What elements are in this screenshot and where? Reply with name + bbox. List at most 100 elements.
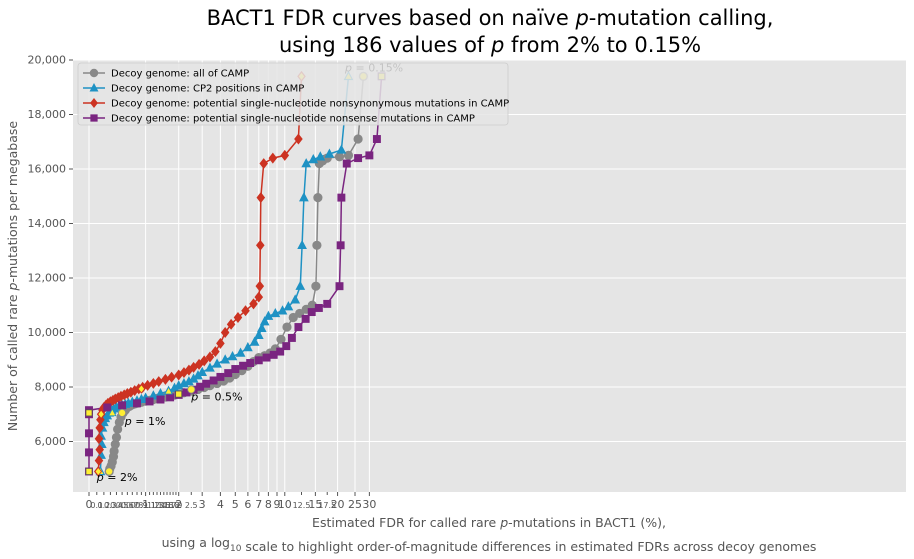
x-minor-tick-label: 1.2 xyxy=(147,501,160,510)
highlight-point xyxy=(105,467,114,476)
series-3-point xyxy=(323,299,332,308)
series-3-point xyxy=(254,356,263,365)
x-minor-tick-label: 1.7 xyxy=(164,501,177,510)
series-1-point xyxy=(263,310,274,320)
series-2-point xyxy=(220,327,230,338)
series-1-point xyxy=(297,239,307,250)
series-2-point xyxy=(95,422,104,434)
series-2-point xyxy=(95,444,104,456)
series-1-point xyxy=(220,354,231,364)
x-minor-tick-label: 1.8 xyxy=(167,501,180,510)
series-0-point xyxy=(276,334,286,344)
highlight-point xyxy=(137,384,146,394)
series-3-point xyxy=(301,314,310,323)
annotation-label: p = 0.5% xyxy=(190,391,242,404)
highlight-point xyxy=(108,408,117,417)
x-minor-tick-label: 0.8 xyxy=(131,501,144,510)
x-tick-label: 0 xyxy=(86,498,93,511)
series-1-point xyxy=(299,192,309,202)
chart-title-line1: BACT1 FDR curves based on naïve p-mutati… xyxy=(207,6,774,30)
series-3-point xyxy=(216,372,225,381)
series-1-point xyxy=(227,351,238,361)
series-1-point xyxy=(301,158,312,168)
legend-label-1: Decoy genome: CP2 positions in CAMP xyxy=(111,84,304,95)
series-2-point xyxy=(167,371,176,383)
y-tick-label: 16,000 xyxy=(28,163,67,176)
series-2-point xyxy=(216,337,225,349)
series-0-point xyxy=(353,134,363,144)
y-tick-label: 6,000 xyxy=(35,435,67,448)
series-3-point xyxy=(133,399,141,408)
series-1-point xyxy=(253,329,264,339)
series-3-point xyxy=(337,193,346,202)
x-tick-label: 25 xyxy=(348,498,362,511)
legend: Decoy genome: all of CAMP Decoy genome: C… xyxy=(77,62,509,126)
highlight-point xyxy=(187,385,196,394)
series-1-point xyxy=(290,294,301,304)
series-1-point xyxy=(249,336,260,346)
series-2-point xyxy=(259,158,269,170)
x-minor-tick-label: 0.5 xyxy=(116,501,129,510)
x-tick-label: 20 xyxy=(331,498,345,511)
series-2-point xyxy=(199,355,209,367)
grid-lines xyxy=(73,59,906,492)
series-1-point xyxy=(243,342,253,352)
series-3-point xyxy=(294,323,303,332)
series-0-point xyxy=(288,312,298,323)
y-tick-label: 12,000 xyxy=(28,272,67,285)
x-minor-tick-label: 0.1 xyxy=(90,501,103,510)
series-2-point xyxy=(256,239,265,251)
highlight-point xyxy=(85,409,93,417)
series-3-point xyxy=(335,282,344,291)
y-tick-label: 8,000 xyxy=(35,381,67,394)
series-2-point xyxy=(241,305,250,317)
x-minor-tick-label: 1.6 xyxy=(161,501,174,510)
legend-marker-1 xyxy=(89,82,99,92)
x-tick-label: 8 xyxy=(265,498,272,511)
series-1-point xyxy=(212,358,222,368)
legend-marker-2 xyxy=(90,97,98,109)
x-axis-ticks: 0 1 2 3 4 5 6 7 8 910 15 20 25 30 0.10.20.30.40.50.60.… xyxy=(86,492,376,511)
series-2-point xyxy=(94,433,104,445)
highlight-point xyxy=(118,408,127,417)
highlight-point xyxy=(94,466,103,477)
series-3-point xyxy=(282,342,291,351)
series-3-point xyxy=(224,369,233,378)
series-1-point xyxy=(259,316,270,326)
series-3-point xyxy=(365,151,374,160)
series-1-point xyxy=(308,153,319,164)
series-3-point xyxy=(85,429,93,438)
series-2-point xyxy=(268,152,278,164)
x-minor-tick-label: 1.3 xyxy=(151,501,164,510)
x-tick-label: 5 xyxy=(232,498,239,511)
series-3-point xyxy=(372,135,381,143)
highlight-point xyxy=(175,390,183,398)
x-minor-tick-label: 0.3 xyxy=(104,501,117,510)
series-0-point xyxy=(111,432,122,443)
series-2-point xyxy=(294,133,303,145)
x-tick-label: 2 xyxy=(175,498,182,511)
x-tick-label: 9 xyxy=(274,498,281,511)
series-3-point xyxy=(156,395,165,404)
y-tick-label: 10,000 xyxy=(28,326,67,339)
x-minor-tick-label: 0.2 xyxy=(98,501,111,510)
highlight-point xyxy=(97,409,105,420)
series-1-point xyxy=(324,148,335,158)
series-2-point xyxy=(154,376,164,388)
y-axis-ticks: 6,000 8,000 10,000 12,000 14,000 16,000 18,000… xyxy=(28,54,73,448)
x-minor-tick-label: 0.4 xyxy=(110,501,123,510)
series-2-point xyxy=(255,280,265,292)
x-tick-label: 1 xyxy=(142,498,149,511)
x-minor-tick-label: 0.6 xyxy=(121,501,134,510)
series-3-point xyxy=(307,308,316,317)
series-3-point xyxy=(166,393,175,402)
x-minor-tick-label: 0.7 xyxy=(126,501,139,510)
x-tick-label: 6 xyxy=(244,498,251,511)
x-tick-label: 10 xyxy=(278,498,292,511)
series-3-point xyxy=(287,333,296,342)
series-2-point xyxy=(233,312,243,323)
chart-title-line2: using 186 values of p from 2% to 0.15% xyxy=(279,33,701,57)
x-axis-label-line2: using a log10 scale to highlight order-o… xyxy=(162,535,817,554)
